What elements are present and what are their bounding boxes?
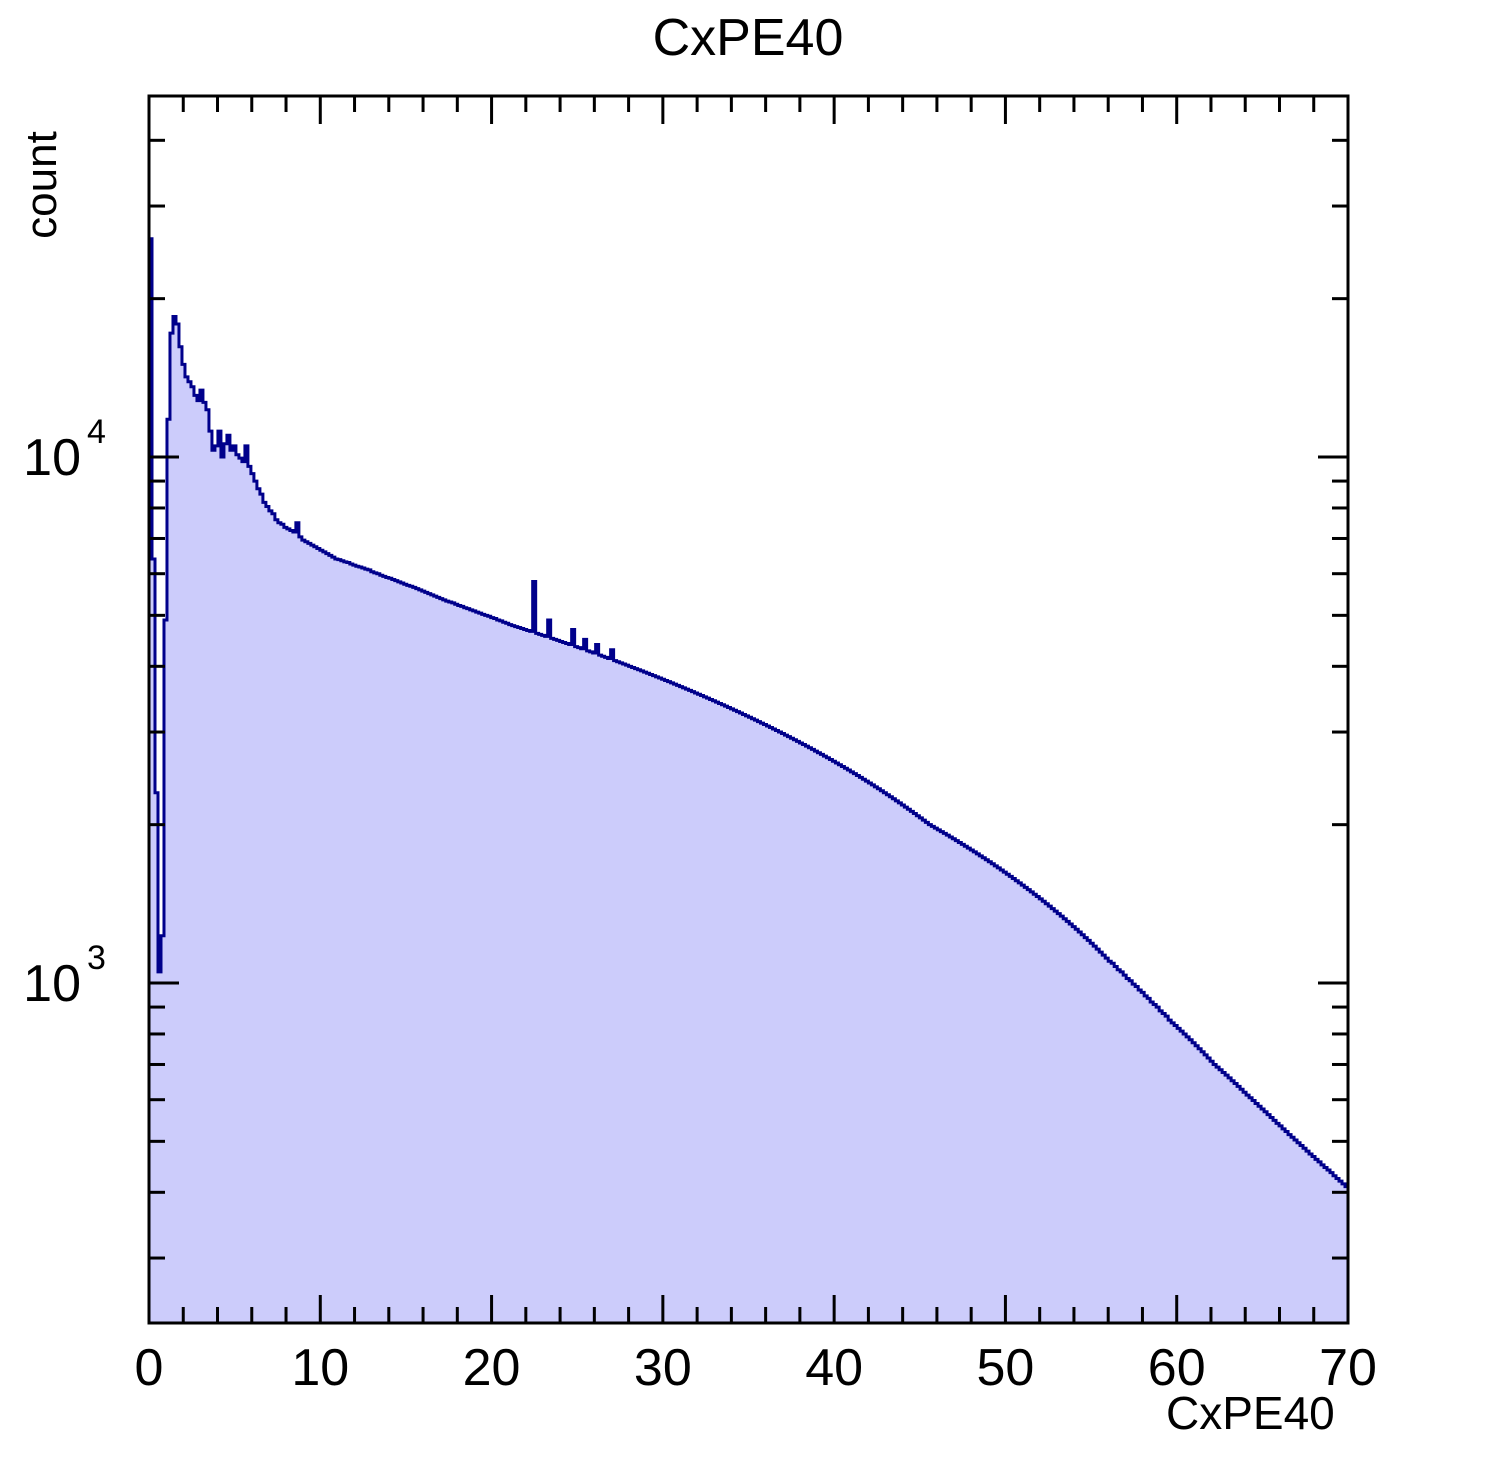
y-tick-exponent: 4 — [87, 413, 106, 451]
histogram-fill — [149, 238, 1348, 1324]
x-tick-label: 60 — [1148, 1339, 1206, 1397]
histogram-outline — [149, 237, 1348, 1189]
x-tick-label: 40 — [805, 1339, 863, 1397]
x-tick-label: 0 — [135, 1339, 164, 1397]
x-axis-ticks — [147, 96, 1350, 1323]
y-tick-mantissa: 10 — [23, 955, 81, 1013]
page-title: CxPE40 — [652, 9, 844, 67]
x-axis-title: CxPE40 — [1166, 1387, 1335, 1439]
x-tick-label: 50 — [977, 1339, 1035, 1397]
y-tick-exponent: 3 — [87, 939, 106, 977]
y-tick-label: 10 3 — [23, 939, 106, 1013]
x-axis-tick-labels: 0 10 20 30 40 50 60 70 — [135, 1339, 1377, 1397]
x-tick-label: 30 — [634, 1339, 692, 1397]
y-tick-label: 10 4 — [23, 413, 106, 487]
y-tick-mantissa: 10 — [23, 429, 81, 487]
axis-frame — [147, 94, 1350, 1325]
x-tick-label: 70 — [1319, 1339, 1377, 1397]
y-axis-ticks — [149, 138, 1348, 1260]
x-tick-label: 10 — [291, 1339, 349, 1397]
plot-area — [149, 237, 1348, 1324]
x-tick-label: 20 — [463, 1339, 521, 1397]
